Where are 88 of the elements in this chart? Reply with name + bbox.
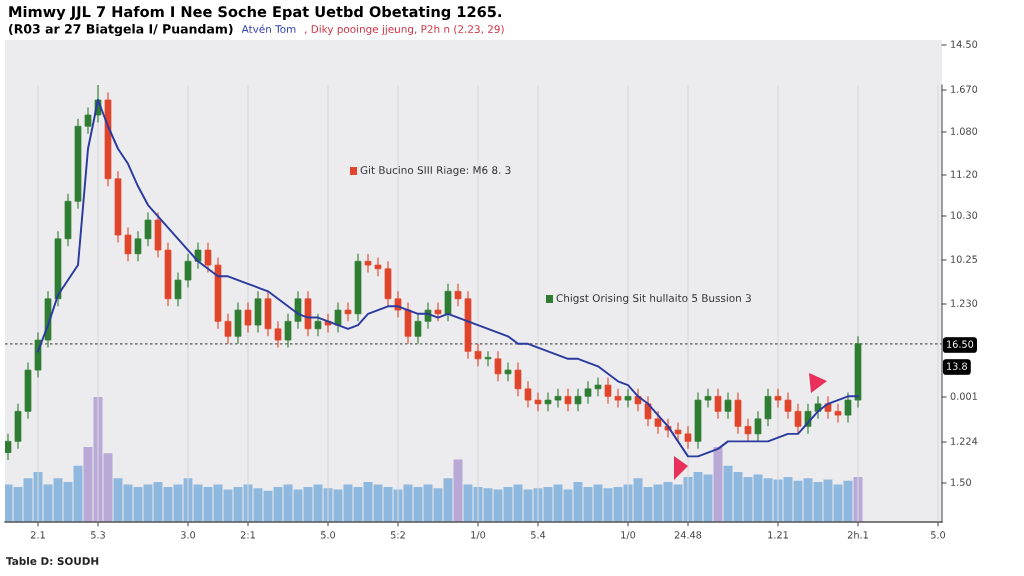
candlestick — [274, 320, 282, 349]
x-tick-label: 1/0 — [471, 531, 486, 540]
x-tick-label: 5.0 — [931, 531, 946, 539]
x-tick-label: 1/0 — [621, 531, 636, 540]
candlestick — [844, 392, 852, 424]
candlestick — [584, 380, 592, 405]
candlestick — [594, 377, 602, 397]
candlestick — [824, 395, 832, 420]
candlestick — [774, 388, 782, 409]
text: Table D: SOUDH — [6, 556, 99, 566]
candlestick — [714, 388, 722, 420]
text: 10.30 — [951, 211, 978, 219]
x-tick-label: 2.1 — [30, 531, 45, 539]
candlestick — [344, 302, 352, 322]
candlestick — [5, 433, 12, 461]
text: , Diky pooinge jjeung, P2h n (2.23, 29) — [304, 24, 504, 36]
candlestick — [294, 290, 302, 330]
candlestick — [554, 388, 562, 409]
chart-subtitle: (R03 ar 27 Biatgela I/ Puandam) — [9, 23, 233, 37]
candlestick — [654, 410, 662, 435]
x-tick-label: 5:2 — [390, 531, 405, 539]
candlestick — [484, 350, 492, 367]
text: 13.8 — [947, 362, 967, 370]
bar — [713, 447, 723, 522]
candlestick — [724, 392, 732, 420]
candlestick — [374, 256, 382, 277]
x-tick-label: 2h.1 — [847, 531, 868, 539]
candlestick — [134, 230, 142, 262]
candlestick — [604, 377, 612, 405]
chart-title: Mimwy JJL 7 Hafom I Nee Soche Epat Uetbd Obetating 1265. — [9, 5, 501, 21]
candlestick — [534, 392, 542, 412]
candlestick — [564, 388, 572, 412]
text: 1.224 — [951, 437, 978, 445]
text: 11.20 — [951, 170, 978, 178]
candlestick — [204, 241, 212, 274]
candlestick — [454, 283, 462, 307]
candlestick — [314, 313, 322, 337]
candlestick — [704, 388, 712, 409]
candlestick — [524, 380, 532, 409]
candlestick — [444, 283, 452, 322]
candlestick — [684, 425, 692, 450]
candlestick — [504, 362, 512, 382]
candlestick — [764, 388, 772, 427]
candlestick — [514, 362, 522, 397]
candlestick — [224, 313, 232, 345]
candlestick — [84, 106, 92, 135]
text: Atvén Tom — [241, 24, 296, 34]
candlestick — [784, 392, 792, 420]
candlestick — [174, 271, 182, 307]
candlestick — [364, 253, 372, 274]
x-tick-label: 5.4 — [531, 531, 546, 539]
candlestick — [434, 302, 442, 322]
text: 0.001 — [950, 392, 977, 400]
text: 14.50 — [951, 40, 978, 48]
x-tick-label: 2:1 — [240, 531, 255, 539]
candlestick — [754, 410, 762, 442]
candlestick — [674, 422, 682, 442]
candlestick — [414, 313, 422, 345]
annotation: Git Bucino SIII Riage: M6 8. 3 — [360, 165, 511, 177]
candlestick — [794, 403, 802, 435]
candlestick — [544, 392, 552, 412]
candlestick — [244, 302, 252, 334]
text: 1.670 — [951, 85, 978, 93]
text: 1.080 — [951, 127, 978, 135]
x-tick-label: 3.0 — [181, 531, 196, 539]
x-tick-label: 5.3 — [91, 531, 105, 539]
candlestick — [184, 253, 192, 289]
candlestick — [614, 388, 622, 409]
candlestick — [834, 403, 842, 424]
candlestick — [474, 343, 482, 367]
bar — [453, 459, 463, 522]
candlestick — [644, 395, 652, 427]
text: 1.50 — [951, 478, 971, 486]
x-tick-label: 1.21 — [768, 531, 788, 539]
candlestick — [124, 226, 132, 262]
candlestick — [144, 211, 152, 247]
text: 10.25 — [951, 255, 977, 263]
text: 1.230 — [951, 299, 978, 307]
candlestick — [574, 388, 582, 412]
x-tick-label: 24.48 — [674, 531, 702, 539]
annotation: Chigst Orising Sit hullaito 5 Bussion 3 — [556, 293, 751, 305]
text: 16.50 — [947, 340, 974, 348]
candlestick — [494, 350, 502, 382]
candlestick — [284, 313, 292, 349]
candlestick — [624, 388, 632, 409]
candlestick — [744, 418, 752, 442]
candlestick — [334, 302, 342, 334]
x-tick-label: 5.0 — [321, 531, 336, 539]
